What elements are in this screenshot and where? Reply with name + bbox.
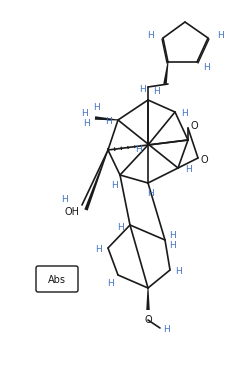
- Text: H: H: [135, 146, 141, 154]
- Text: O: O: [190, 121, 198, 131]
- Text: H: H: [182, 109, 188, 119]
- Text: H: H: [204, 63, 210, 71]
- Text: H: H: [82, 109, 88, 119]
- Text: Abs: Abs: [48, 275, 66, 285]
- Polygon shape: [95, 116, 118, 120]
- Text: H: H: [147, 188, 153, 198]
- Text: H: H: [170, 231, 176, 239]
- Text: H: H: [84, 119, 90, 127]
- Text: H: H: [153, 87, 159, 97]
- Text: O: O: [200, 155, 208, 165]
- Text: H: H: [107, 279, 113, 288]
- Text: H: H: [140, 86, 146, 94]
- FancyBboxPatch shape: [36, 266, 78, 292]
- Text: H: H: [117, 223, 123, 232]
- Text: H: H: [163, 325, 169, 335]
- Text: H: H: [94, 104, 100, 112]
- Text: H: H: [185, 165, 191, 175]
- Polygon shape: [163, 62, 168, 84]
- Text: H: H: [61, 195, 67, 205]
- Text: OH: OH: [64, 207, 79, 217]
- Text: O: O: [144, 315, 152, 325]
- Polygon shape: [84, 150, 109, 210]
- Text: H: H: [170, 240, 176, 250]
- Text: H: H: [148, 30, 154, 40]
- Text: H: H: [175, 268, 181, 276]
- Text: H: H: [217, 30, 223, 40]
- Polygon shape: [146, 288, 150, 310]
- Text: H: H: [105, 117, 111, 127]
- Text: H: H: [112, 180, 118, 190]
- Text: H: H: [95, 246, 101, 254]
